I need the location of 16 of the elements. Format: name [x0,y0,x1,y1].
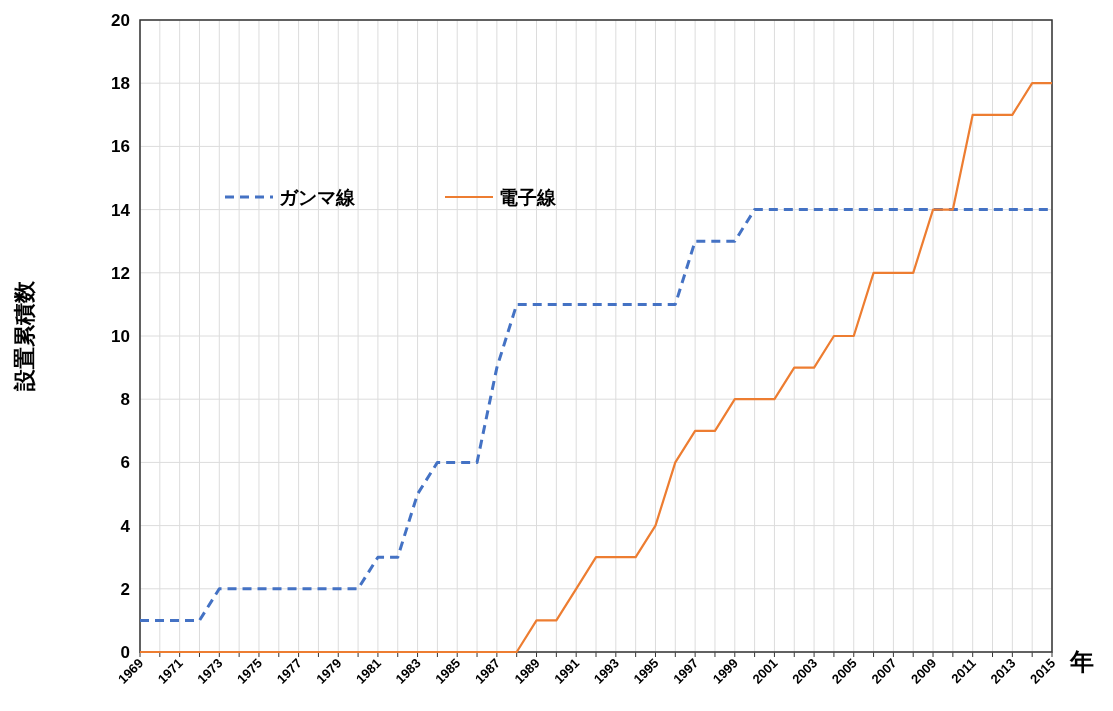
y-axis-title: 設置累積数 [12,280,37,392]
y-tick-label: 12 [111,263,130,283]
legend-label: 電子線 [499,187,557,208]
y-tick-label: 14 [111,200,131,220]
y-tick-label: 20 [111,11,130,30]
y-tick-label: 16 [111,137,130,157]
y-tick-label: 4 [120,516,131,536]
y-tick-label: 18 [111,74,130,94]
y-tick-label: 8 [120,390,130,410]
y-tick-label: 0 [120,643,130,662]
y-tick-label: 2 [120,579,130,599]
x-axis-title: 年 [1069,648,1094,675]
y-tick-label: 6 [120,453,130,473]
line-series [138,82,1054,654]
legend-label: ガンマ線 [279,187,356,208]
y-tick-label: 10 [111,327,130,346]
